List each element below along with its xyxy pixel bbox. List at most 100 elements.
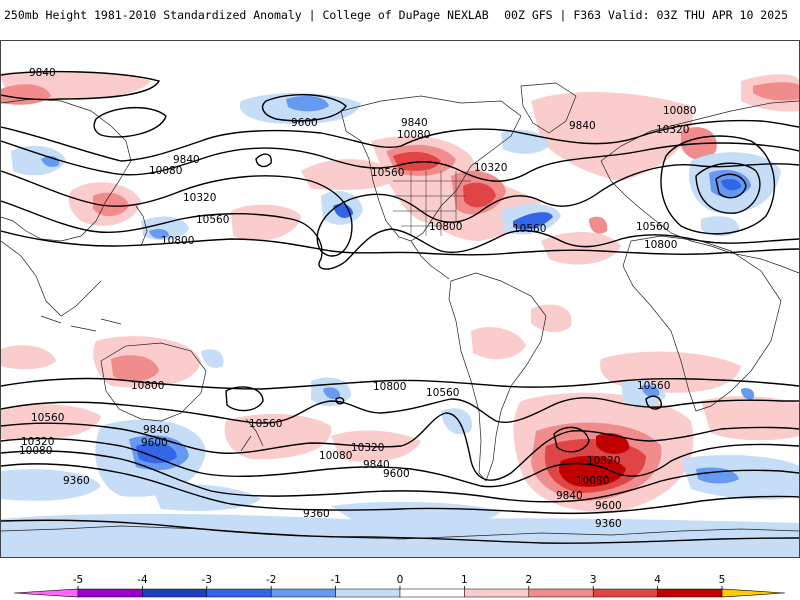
colorbar-tick-label: -4: [137, 574, 148, 586]
height-contour: [225, 386, 264, 412]
anomaly-positive-region: [93, 192, 129, 217]
height-contour: [1, 450, 799, 503]
colorbar-tick-label: 2: [525, 574, 532, 586]
height-contour: [1, 412, 799, 481]
contour-label: 9840: [143, 424, 170, 436]
contour-label: 9360: [303, 508, 330, 520]
colorbar-segment: [592, 588, 658, 598]
height-contour: [645, 395, 662, 410]
contour-label: 10320: [183, 192, 216, 204]
anomaly-positive-region: [301, 159, 401, 190]
height-contour: [1, 163, 799, 257]
anomaly-negative-region: [333, 203, 353, 218]
contour-label: 10560: [371, 167, 404, 179]
contour-label: 9840: [363, 459, 390, 471]
colorbar-tick-label: 4: [654, 574, 661, 586]
anomaly-negative-region: [513, 212, 553, 230]
colorbar-segment: [270, 588, 336, 598]
anomaly-positive-region: [589, 216, 608, 234]
colorbar-segment: [142, 588, 208, 598]
height-contours: [1, 70, 799, 544]
anomaly-shading: [1, 71, 799, 557]
map-title: 250mb Height 1981-2010 Standardized Anom…: [4, 8, 489, 22]
new-zealand-coastline: [240, 418, 264, 452]
anomaly-positive-region: [600, 351, 741, 393]
colorbar-segment: [528, 588, 594, 598]
contour-label: 9600: [141, 437, 168, 449]
maritime-continent-coastline: [40, 315, 122, 332]
colorbar-segment: [464, 588, 530, 598]
anomaly-positive-region: [596, 433, 630, 454]
anomaly-positive-region: [231, 204, 301, 241]
australia-coastline: [100, 342, 207, 422]
anomaly-negative-region: [441, 408, 472, 435]
contour-label: 10800: [131, 380, 164, 392]
colorbar-segment: [657, 588, 723, 598]
contour-label: 10560: [249, 418, 282, 430]
south-america-coastline: [448, 272, 547, 482]
colorbar-tick-label: 3: [590, 574, 597, 586]
anomaly-positive-region: [1, 345, 56, 370]
contour-label: 9840: [569, 120, 596, 132]
colorbar-high-arrow: [721, 588, 786, 598]
anomaly-positive-region: [393, 151, 441, 171]
contour-label: 10800: [161, 235, 194, 247]
anomaly-positive-region: [531, 91, 693, 181]
contour-label: 10080: [19, 445, 52, 457]
contour-label: 10560: [637, 380, 670, 392]
colorbar-segment: [77, 588, 143, 598]
contour-label: 10080: [576, 475, 609, 487]
anomaly-positive-region: [471, 326, 526, 360]
antarctica-coastline: [1, 525, 799, 540]
height-contour: [1, 119, 799, 162]
anomaly-negative-region: [1, 469, 101, 501]
anomaly-negative-region: [621, 379, 666, 407]
anomaly-negative-region: [641, 385, 660, 397]
height-contour: [1, 397, 799, 424]
contour-label: 10080: [663, 105, 696, 117]
colorbar-tick-label: 1: [461, 574, 468, 586]
contour-label: 10560: [426, 387, 459, 399]
contour-label: 9600: [595, 500, 622, 512]
contour-label: 9600: [383, 468, 410, 480]
contour-label: 10800: [429, 221, 462, 233]
colorbar-segment: [335, 588, 401, 598]
contour-label: 9840: [401, 117, 428, 129]
anomaly-positive-region: [753, 82, 799, 101]
eurasia-coastline: [1, 98, 799, 242]
contour-label: 10800: [373, 381, 406, 393]
height-contour: [715, 173, 747, 199]
contour-label: 9840: [29, 67, 56, 79]
colorbar-low-arrow: [13, 588, 79, 598]
height-contour: [1, 437, 799, 488]
height-contour: [1, 70, 161, 101]
south-asia-coastline: [1, 240, 102, 317]
contour-label: 10560: [31, 412, 64, 424]
japan-coastline: [135, 205, 148, 247]
anomaly-map: 9840 9600 9840 10080 10080 9840 10320 98…: [1, 67, 799, 557]
north-america-coastline: [340, 95, 522, 242]
height-contour: [1, 463, 799, 515]
contour-label: 10560: [196, 214, 229, 226]
contour-label: 10560: [636, 221, 669, 233]
contour-label: 9840: [173, 154, 200, 166]
colorbar-tick-label: -1: [330, 574, 340, 586]
anomaly-positive-region: [1, 404, 101, 441]
map-panel: 9840 9600 9840 10080 10080 9840 10320 98…: [0, 40, 800, 558]
contour-label: 9360: [63, 475, 90, 487]
colorbar-tick-label: 5: [719, 574, 726, 586]
anomaly-negative-region: [136, 442, 177, 464]
height-contour: [1, 140, 799, 182]
contour-label-layer: 9840 9600 9840 10080 10080 9840 10320 98…: [19, 67, 696, 530]
header: 250mb Height 1981-2010 Standardized Anom…: [0, 0, 800, 30]
colorbar-tick-label: -5: [73, 574, 83, 586]
contour-label: 10080: [397, 129, 430, 141]
colorbar: -5 -4 -3 -2 -1 0 1 2 3 4 5: [0, 570, 800, 600]
height-contour: [695, 162, 761, 214]
height-contour: [1, 377, 799, 390]
height-contour: [1, 230, 799, 256]
contour-label: 10320: [474, 162, 507, 174]
anomaly-positive-region: [541, 231, 621, 265]
height-contour: [660, 135, 776, 235]
contour-label: 10560: [513, 223, 546, 235]
